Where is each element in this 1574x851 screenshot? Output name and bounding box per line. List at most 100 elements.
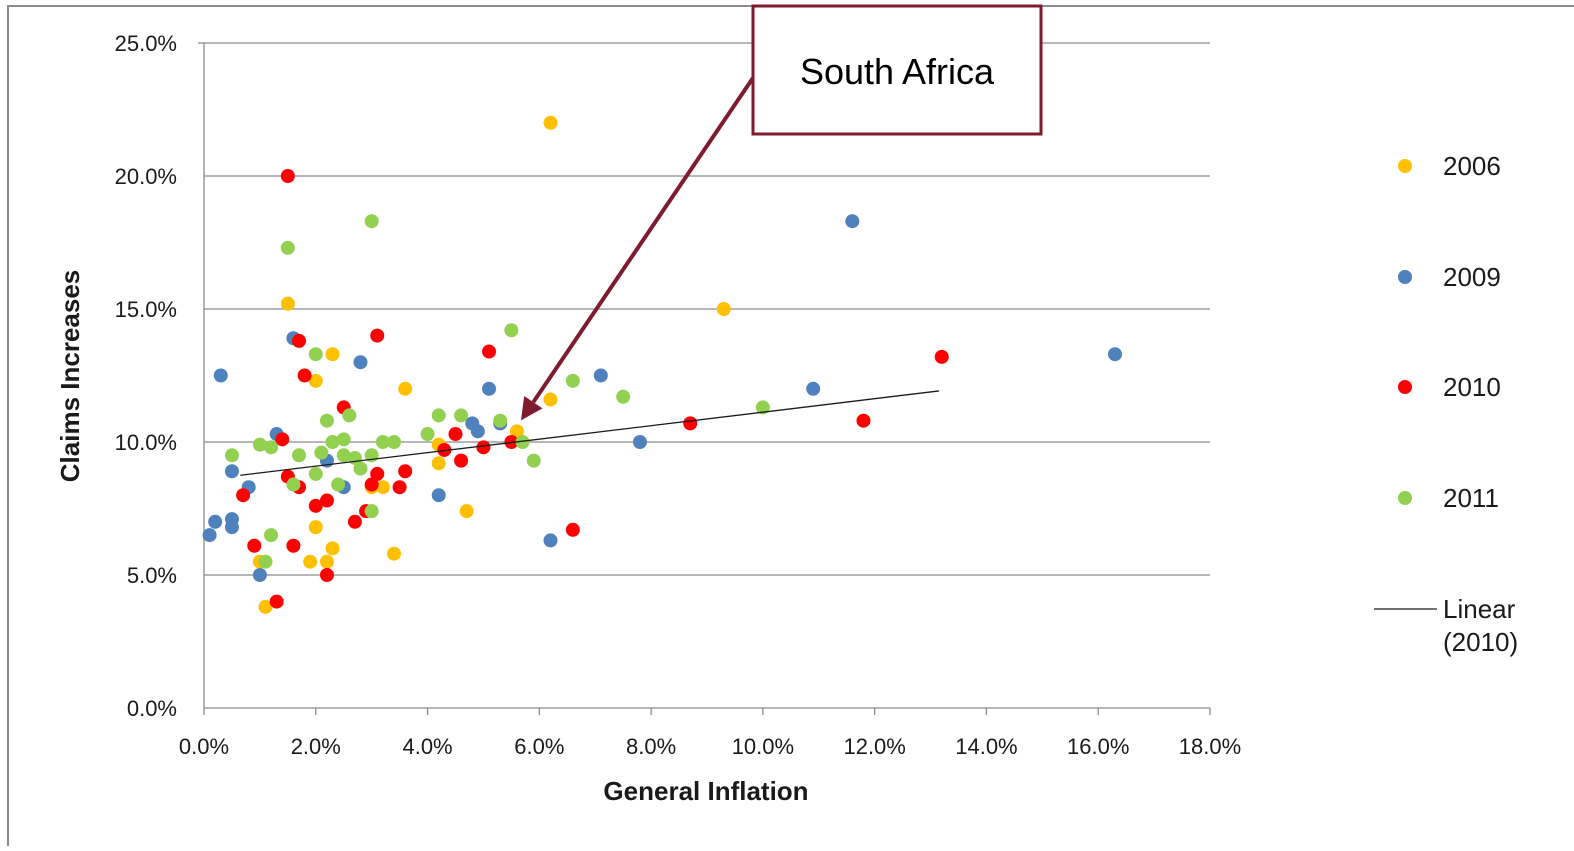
data-point: [308, 347, 323, 362]
data-point: [543, 115, 558, 130]
data-point: [683, 416, 698, 431]
data-point: [224, 448, 239, 463]
data-point: [459, 504, 474, 519]
x-tick-label: 10.0%: [732, 734, 794, 759]
data-point: [308, 498, 323, 513]
legend-item-2010: 2010: [1398, 372, 1501, 402]
callout-arrow-head: [520, 395, 543, 421]
data-point: [314, 445, 329, 460]
data-point: [303, 554, 318, 569]
data-point: [420, 427, 435, 442]
data-point: [364, 504, 379, 519]
y-tick-labels: 0.0% 5.0% 10.0% 15.0% 20.0% 25.0%: [115, 31, 177, 721]
data-point: [431, 408, 446, 423]
y-tick-label: 20.0%: [115, 164, 177, 189]
data-point: [431, 456, 446, 471]
x-tick-label: 8.0%: [626, 734, 676, 759]
legend-label: 2010: [1443, 372, 1501, 402]
data-point: [755, 400, 770, 415]
data-point: [543, 533, 558, 548]
series-2009: [202, 214, 1122, 582]
data-point: [264, 440, 279, 455]
data-point: [856, 413, 871, 428]
x-tick-label: 18.0%: [1179, 734, 1241, 759]
data-point: [308, 520, 323, 535]
data-point: [454, 453, 469, 468]
data-point: [845, 214, 860, 229]
data-point: [632, 435, 647, 449]
data-point: [509, 424, 524, 439]
data-point: [342, 408, 357, 423]
legend-marker: [1398, 270, 1412, 284]
series-2006: [252, 115, 731, 614]
callout-arrow: [531, 70, 759, 404]
legend-item-2011: 2011: [1398, 483, 1499, 513]
data-point: [325, 541, 340, 556]
data-point: [269, 594, 284, 609]
data-point: [236, 488, 251, 503]
data-point: [448, 427, 463, 442]
data-point: [470, 424, 485, 439]
data-point: [325, 347, 340, 362]
data-point: [370, 328, 385, 343]
legend-label: 2011: [1443, 483, 1499, 513]
legend-label: Linear: [1443, 594, 1516, 624]
x-tick-label: 2.0%: [291, 734, 341, 759]
data-point: [565, 522, 580, 537]
data-point: [319, 554, 334, 569]
data-point: [280, 296, 295, 311]
data-point: [258, 599, 273, 614]
data-point: [398, 464, 413, 479]
data-point: [375, 480, 390, 495]
data-point: [258, 554, 273, 569]
data-point: [375, 435, 390, 449]
data-point: [308, 373, 323, 388]
data-point: [292, 448, 307, 463]
data-point: [286, 477, 301, 492]
data-point: [398, 381, 413, 396]
data-point: [806, 381, 821, 396]
data-point: [319, 493, 334, 508]
legend-label: (2010): [1443, 627, 1518, 657]
data-point: [336, 448, 351, 463]
data-point: [593, 368, 608, 383]
data-point: [515, 435, 530, 449]
data-points: [202, 115, 1122, 614]
data-point: [331, 477, 346, 492]
data-point: [716, 302, 731, 316]
data-point: [280, 240, 295, 255]
x-tick-label: 4.0%: [402, 734, 452, 759]
y-tick-label: 10.0%: [115, 430, 177, 455]
y-axis-title: Claims Increases: [55, 270, 85, 482]
x-tick-label: 0.0%: [179, 734, 229, 759]
data-point: [292, 333, 307, 348]
data-point: [934, 349, 949, 364]
data-point: [364, 214, 379, 229]
legend-label: 2006: [1443, 151, 1501, 181]
x-tick-labels: 0.0% 2.0% 4.0% 6.0% 8.0% 10.0% 12.0% 14.0% 16.0%…: [179, 734, 1241, 759]
y-tick-label: 25.0%: [115, 31, 177, 56]
y-tick-label: 5.0%: [127, 563, 177, 588]
chart-frame: [7, 5, 1574, 851]
annotation-callout: South Africa: [520, 4, 1043, 421]
data-point: [431, 488, 446, 503]
data-point: [370, 466, 385, 481]
legend-marker: [1398, 159, 1412, 173]
data-point: [280, 169, 295, 183]
data-point: [336, 432, 351, 447]
data-point: [275, 432, 290, 447]
legend-label: 2009: [1443, 262, 1501, 292]
x-axis-title: General Inflation: [603, 776, 808, 806]
legend-item-trendline: Linear(2010): [1374, 594, 1518, 657]
data-point: [392, 480, 407, 495]
data-point: [454, 408, 469, 423]
data-point: [252, 437, 267, 452]
series-2010: [236, 169, 949, 609]
data-point: [252, 568, 267, 582]
data-point: [224, 464, 239, 479]
legend-marker: [1398, 380, 1412, 394]
trendline-group: [240, 390, 940, 476]
y-tick-label: 0.0%: [127, 696, 177, 721]
